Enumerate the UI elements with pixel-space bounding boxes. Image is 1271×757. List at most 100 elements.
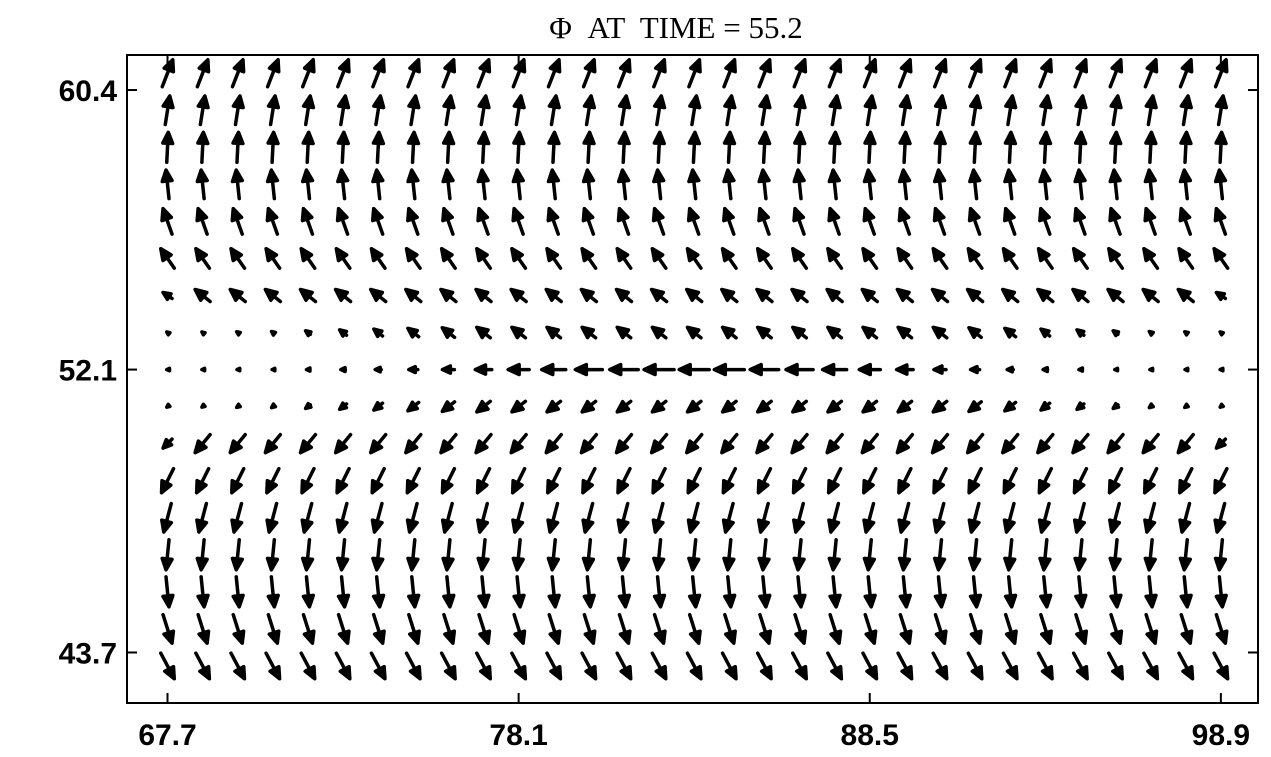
arrow xyxy=(510,246,528,270)
arrow xyxy=(861,325,879,340)
arrow xyxy=(896,325,914,340)
arrow xyxy=(826,246,844,270)
arrow xyxy=(229,651,247,681)
arrow xyxy=(828,575,842,609)
arrow xyxy=(368,287,388,304)
arrow xyxy=(792,57,808,89)
arrow xyxy=(161,130,175,165)
arrow xyxy=(512,575,526,609)
arrow xyxy=(755,432,774,455)
arrow xyxy=(299,246,317,270)
arrow xyxy=(581,538,596,572)
arrow xyxy=(230,206,244,236)
arrow xyxy=(371,612,386,645)
arrow xyxy=(265,466,281,495)
arrow xyxy=(686,501,700,534)
arrow xyxy=(1178,168,1193,201)
arrow xyxy=(406,130,421,165)
arrow xyxy=(1214,290,1228,302)
arrow xyxy=(265,168,280,201)
arrow xyxy=(1144,575,1158,609)
arrow xyxy=(897,538,912,572)
arrow xyxy=(642,362,676,377)
arrow xyxy=(545,246,563,270)
arrow xyxy=(932,501,946,534)
arrow xyxy=(270,366,277,373)
arrow xyxy=(440,466,457,495)
arrow xyxy=(896,651,914,681)
arrow xyxy=(755,651,773,681)
arrow xyxy=(793,612,808,645)
arrow xyxy=(687,57,702,89)
arrow xyxy=(1108,168,1122,201)
arrow xyxy=(722,206,736,236)
arrow xyxy=(300,168,315,201)
arrow xyxy=(1214,437,1228,450)
arrow xyxy=(757,57,773,89)
arrow xyxy=(228,287,247,304)
arrow xyxy=(441,538,455,572)
arrow xyxy=(406,326,421,339)
arrow xyxy=(230,57,246,89)
arrow xyxy=(1004,94,1018,127)
arrow xyxy=(861,399,879,414)
arrow xyxy=(1038,57,1053,89)
arrow xyxy=(1218,330,1226,337)
arrow xyxy=(165,402,172,409)
arrow xyxy=(510,466,527,495)
arrow xyxy=(1213,501,1227,534)
arrow xyxy=(615,246,633,270)
arrow xyxy=(193,432,212,455)
arrow xyxy=(687,130,702,165)
arrow xyxy=(544,432,563,455)
arrow xyxy=(965,432,985,455)
arrow xyxy=(1039,400,1052,412)
arrow xyxy=(896,399,914,414)
arrow xyxy=(860,287,879,304)
arrow xyxy=(650,651,668,681)
arrow xyxy=(1039,612,1053,645)
arrow xyxy=(370,206,385,236)
arrow xyxy=(512,612,527,645)
arrow xyxy=(1071,287,1090,304)
arrow xyxy=(1073,57,1089,89)
arrow xyxy=(301,94,316,127)
arrow xyxy=(685,651,703,681)
arrow xyxy=(337,401,349,412)
arrow xyxy=(1143,168,1157,201)
arrow xyxy=(235,366,242,373)
arrow xyxy=(1178,57,1194,89)
arrow xyxy=(404,432,423,455)
arrow xyxy=(617,575,632,609)
arrow xyxy=(686,206,701,236)
arrow xyxy=(1106,287,1125,304)
arrow xyxy=(1039,94,1053,127)
arrow xyxy=(791,325,809,340)
arrow xyxy=(301,130,315,165)
arrow xyxy=(195,57,211,89)
arrow xyxy=(721,501,735,534)
arrow xyxy=(195,538,209,572)
arrow xyxy=(685,325,703,340)
arrow xyxy=(826,399,844,414)
arrow xyxy=(264,651,282,681)
arrow xyxy=(511,538,525,572)
arrow xyxy=(720,651,738,681)
arrow xyxy=(372,327,385,339)
arrow xyxy=(298,432,318,455)
arrow xyxy=(1036,432,1055,455)
arrow xyxy=(335,206,350,236)
arrow xyxy=(474,287,493,304)
arrow xyxy=(1037,466,1054,495)
arrow xyxy=(1183,366,1190,373)
arrow xyxy=(758,575,772,609)
arrow xyxy=(615,325,633,340)
arrow xyxy=(720,246,738,270)
arrow xyxy=(1108,206,1122,236)
arrow xyxy=(1108,538,1122,572)
arrow xyxy=(476,57,492,89)
arrow xyxy=(1003,538,1017,572)
arrow xyxy=(1111,401,1121,411)
arrow xyxy=(1179,612,1194,645)
arrow xyxy=(1107,466,1124,495)
